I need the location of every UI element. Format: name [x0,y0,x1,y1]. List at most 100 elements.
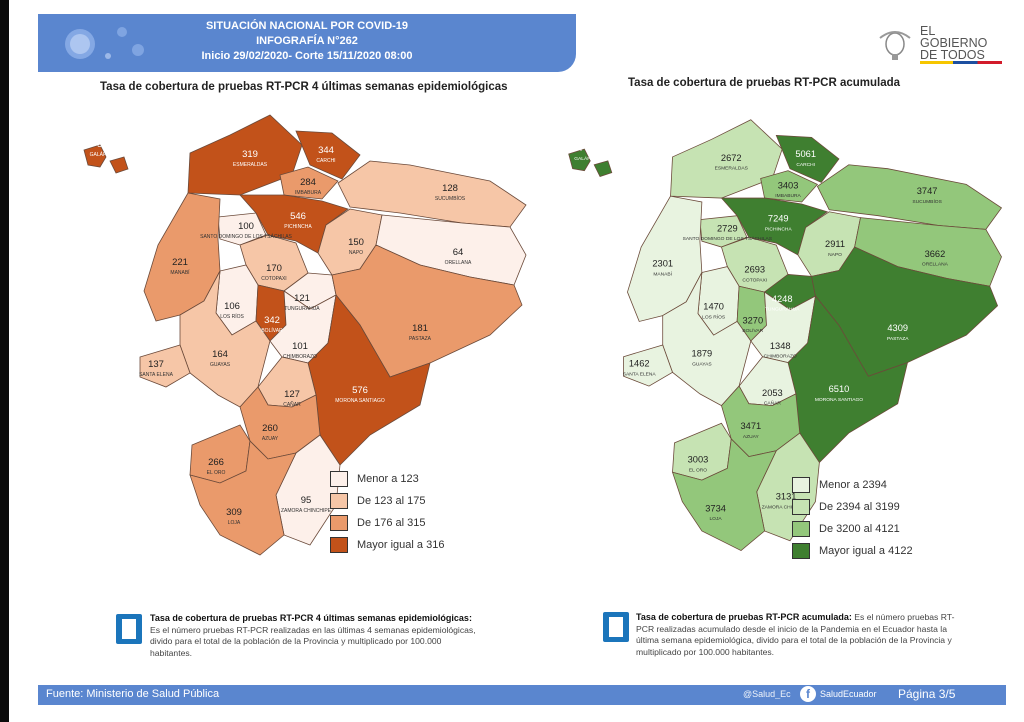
province-sucumbíos [337,160,527,228]
province-name: NAPO [828,252,842,258]
province-name: MANABÍ [170,269,190,276]
province-value: 3734 [705,503,726,513]
province-name: CAÑAR [764,400,782,407]
virus-icon [65,27,144,59]
province-value: 1462 [629,358,650,368]
province-value: 2672 [721,153,742,163]
province-name: SANTO DOMINGO DE LOS TSÁCHILAS [200,233,292,240]
province-value: 576 [352,385,368,396]
province-name: PASTAZA [409,336,432,342]
province-name: SUCUMBÍOS [912,198,942,205]
legend-item: De 3200 al 4121 [792,518,913,540]
province-name: SANTO DOMINGO DE LOS TSÁCHILAS [683,235,773,242]
left-note-text: Es el número pruebas RT-PCR realizadas e… [150,624,476,658]
province-esmeraldas [670,119,783,199]
province-name: PICHINCHA [284,224,312,230]
province-imbabura [760,170,819,203]
province-value: 95 [301,495,312,506]
province-galápagos [568,148,613,178]
province-value: 1879 [692,349,713,359]
legend-swatch [792,543,810,559]
province-loja [189,440,297,556]
facebook-handle[interactable]: SaludEcuador [820,689,877,699]
province-name: ESMERALDAS [715,166,749,172]
province-name: AZUAY [743,434,760,440]
province-value: 181 [412,323,428,334]
legend-swatch [330,537,348,553]
province-name: SANTA ELENA [139,372,173,378]
province-name: AZUAY [262,436,279,442]
province-name: MANABÍ [653,270,672,277]
province-value: 266 [208,457,224,468]
province-name: CARCHI [796,162,815,168]
province-value: 127 [284,389,300,400]
legend-label: De 2394 al 3199 [819,501,900,513]
right-map-legend: Menor a 2394 De 2394 al 3199 De 3200 al … [792,474,913,562]
province-value: 164 [212,349,228,360]
province-name: NAPO [349,250,363,256]
government-logo-line1: EL [920,24,936,38]
legend-swatch [330,515,348,531]
right-map-title: Tasa de cobertura de pruebas RT-PCR acum… [628,77,901,89]
province-value: 344 [318,145,334,156]
province-value: 536 [97,139,113,150]
province-name: ESMERALDAS [233,162,268,168]
facebook-icon[interactable]: f [800,686,816,702]
province-name: TUNGURAHUA [284,306,320,312]
province-value: 3471 [740,421,761,431]
province-value: 3403 [778,180,799,190]
province-value: 7249 [768,214,789,224]
province-esmeraldas [187,114,303,196]
legend-label: Menor a 2394 [819,479,887,491]
province-name: ZAMORA CHINCHIPE [281,508,332,514]
government-logo-line3: DE TODOS [920,48,985,62]
province-name: LOS RÍOS [702,314,726,321]
legend-item: De 123 al 175 [330,490,444,512]
legend-item: Mayor igual a 316 [330,534,444,556]
legend-item: De 176 al 315 [330,512,444,534]
province-value: 3747 [917,186,938,196]
province-name: GALÁPAGOS [90,151,121,158]
province-name: SANTA ELENA [623,371,657,377]
province-value: 260 [262,423,278,434]
government-logo-line2: GOBIERNO [920,36,988,50]
province-value: 221 [172,257,188,268]
province-value: 121 [294,293,310,304]
header-date-range: Inicio 29/02/2020- Corte 15/11/2020 08:0… [201,50,413,62]
province-value: 342 [264,315,280,326]
footer-bar: Fuente: Ministerio de Salud Pública @Sal… [38,685,1006,705]
header-title: SITUACIÓN NACIONAL POR COVID-19 [205,20,409,32]
province-name: ORELLANA [922,262,949,268]
province-name: PICHINCHA [765,226,793,232]
left-edge-bar [0,0,9,722]
province-value: 4248 [772,294,793,304]
province-imbabura [279,166,339,200]
province-name: ZAMORA CHINCHIPE [762,504,812,510]
province-value: 5061 [795,149,816,159]
province-value: 1348 [770,341,791,351]
province-name: IMBABURA [295,190,322,196]
legend-label: De 123 al 175 [357,495,426,507]
right-note-title: Tasa de cobertura de pruebas RT-PCR acum… [636,612,852,622]
page-number: Página 3/5 [898,687,956,701]
province-santa-elena [139,344,191,388]
legend-label: Menor a 123 [357,473,419,485]
province-value: 170 [266,263,282,274]
province-name: LOS RÍOS [220,313,244,320]
province-name: COTOPAXI [261,276,286,282]
province-name: EL ORO [689,467,707,473]
legend-swatch [792,477,810,493]
source-name: Ministerio de Salud Pública [86,688,220,700]
province-name: LOJA [709,516,722,522]
legend-label: Mayor igual a 316 [357,539,445,551]
province-value: 319 [242,149,258,160]
province-value: 100 [238,221,254,232]
province-name: GALÁPAGOS [574,155,605,162]
province-name: COTOPAXI [742,277,767,283]
province-sucumbíos [816,164,1003,230]
legend-swatch [792,499,810,515]
province-value: 6510 [829,384,850,394]
province-value: 101 [292,341,308,352]
twitter-handle[interactable]: @Salud_Ec [743,689,791,699]
